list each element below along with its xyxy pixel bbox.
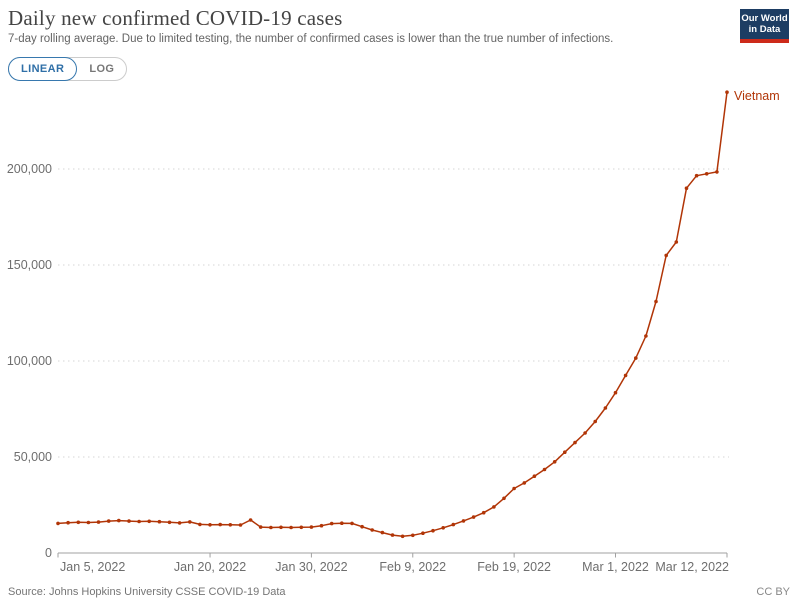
data-point — [481, 510, 486, 515]
data-point — [228, 523, 233, 527]
data-point — [421, 531, 425, 535]
data-point — [319, 523, 324, 528]
data-point — [96, 520, 101, 524]
data-point — [188, 520, 192, 524]
owid-logo-text: Our World in Data — [740, 9, 789, 39]
data-point — [411, 533, 415, 538]
data-point — [86, 520, 91, 525]
data-point — [117, 518, 121, 523]
data-point — [593, 419, 597, 424]
owid-logo[interactable]: Our World in Data — [740, 9, 789, 43]
x-tick-label: Mar 1, 2022 — [582, 560, 649, 574]
data-point — [674, 240, 679, 244]
linear-button[interactable]: LINEAR — [8, 57, 78, 81]
data-point — [583, 431, 587, 435]
data-point — [471, 515, 476, 519]
data-point — [431, 528, 435, 533]
owid-logo-red-bar — [740, 39, 789, 43]
data-point — [563, 450, 567, 455]
data-point — [451, 522, 456, 527]
x-tick-label: Feb 19, 2022 — [477, 560, 551, 574]
y-tick-label: 200,000 — [7, 162, 52, 176]
y-tick-label: 100,000 — [7, 354, 52, 368]
data-point — [532, 474, 537, 479]
data-point — [198, 522, 202, 527]
data-point — [76, 520, 81, 525]
data-point — [390, 533, 395, 537]
chart-subtitle: 7-day rolling average. Due to limited te… — [8, 33, 614, 45]
data-point — [613, 390, 618, 395]
data-point — [269, 525, 273, 530]
data-point — [66, 520, 70, 525]
data-point — [522, 481, 527, 485]
data-point — [157, 519, 162, 524]
data-point — [502, 496, 506, 501]
x-tick-label: Feb 9, 2022 — [379, 560, 446, 574]
x-tick-label: Jan 5, 2022 — [60, 560, 125, 574]
data-point — [309, 525, 314, 529]
data-point — [725, 90, 729, 94]
data-point — [644, 334, 648, 338]
source-text: Source: Johns Hopkins University CSSE CO… — [8, 586, 286, 598]
data-point — [350, 521, 354, 526]
license-link[interactable]: CC BY — [756, 586, 790, 598]
data-point — [299, 525, 304, 530]
data-point — [654, 299, 658, 304]
data-point — [127, 519, 131, 523]
data-point — [704, 172, 709, 176]
data-point — [441, 526, 446, 530]
series-end-label: Vietnam — [734, 89, 780, 103]
data-point — [573, 440, 577, 445]
data-line — [57, 92, 728, 538]
y-tick-label: 50,000 — [14, 450, 52, 464]
data-point — [177, 521, 182, 525]
data-point — [147, 519, 151, 524]
data-point — [400, 534, 405, 539]
data-point — [218, 522, 222, 527]
data-point — [552, 460, 557, 464]
x-tick-label: Jan 30, 2022 — [275, 560, 347, 574]
x-tick-label: Mar 12, 2022 — [655, 560, 729, 574]
data-point — [238, 523, 243, 527]
data-point — [684, 186, 689, 190]
data-point — [603, 406, 608, 410]
data-point — [208, 523, 212, 527]
y-tick-label: 0 — [45, 546, 52, 560]
data-point — [106, 519, 111, 523]
data-point — [279, 525, 283, 530]
data-point — [664, 253, 668, 258]
data-point — [461, 519, 466, 523]
data-point — [542, 467, 547, 472]
data-point — [340, 521, 344, 525]
data-point — [715, 170, 719, 174]
log-button[interactable]: LOG — [89, 63, 115, 75]
data-point — [694, 173, 699, 178]
data-point — [370, 528, 375, 532]
data-point — [360, 524, 364, 529]
y-tick-label: 150,000 — [7, 258, 52, 272]
data-point — [634, 356, 638, 360]
page-title: Daily new confirmed COVID-19 cases — [8, 6, 343, 30]
x-tick-label: Jan 20, 2022 — [174, 560, 246, 574]
data-point — [492, 505, 496, 509]
data-point — [56, 521, 60, 526]
data-point — [167, 520, 172, 525]
scale-toggle: LINEAR LOG — [8, 57, 128, 81]
data-point — [248, 518, 253, 522]
data-point — [380, 530, 385, 535]
data-point — [289, 525, 293, 530]
data-point — [623, 373, 628, 378]
data-point — [512, 486, 516, 491]
data-point — [137, 519, 141, 524]
data-point — [258, 525, 263, 529]
data-point — [329, 521, 334, 526]
